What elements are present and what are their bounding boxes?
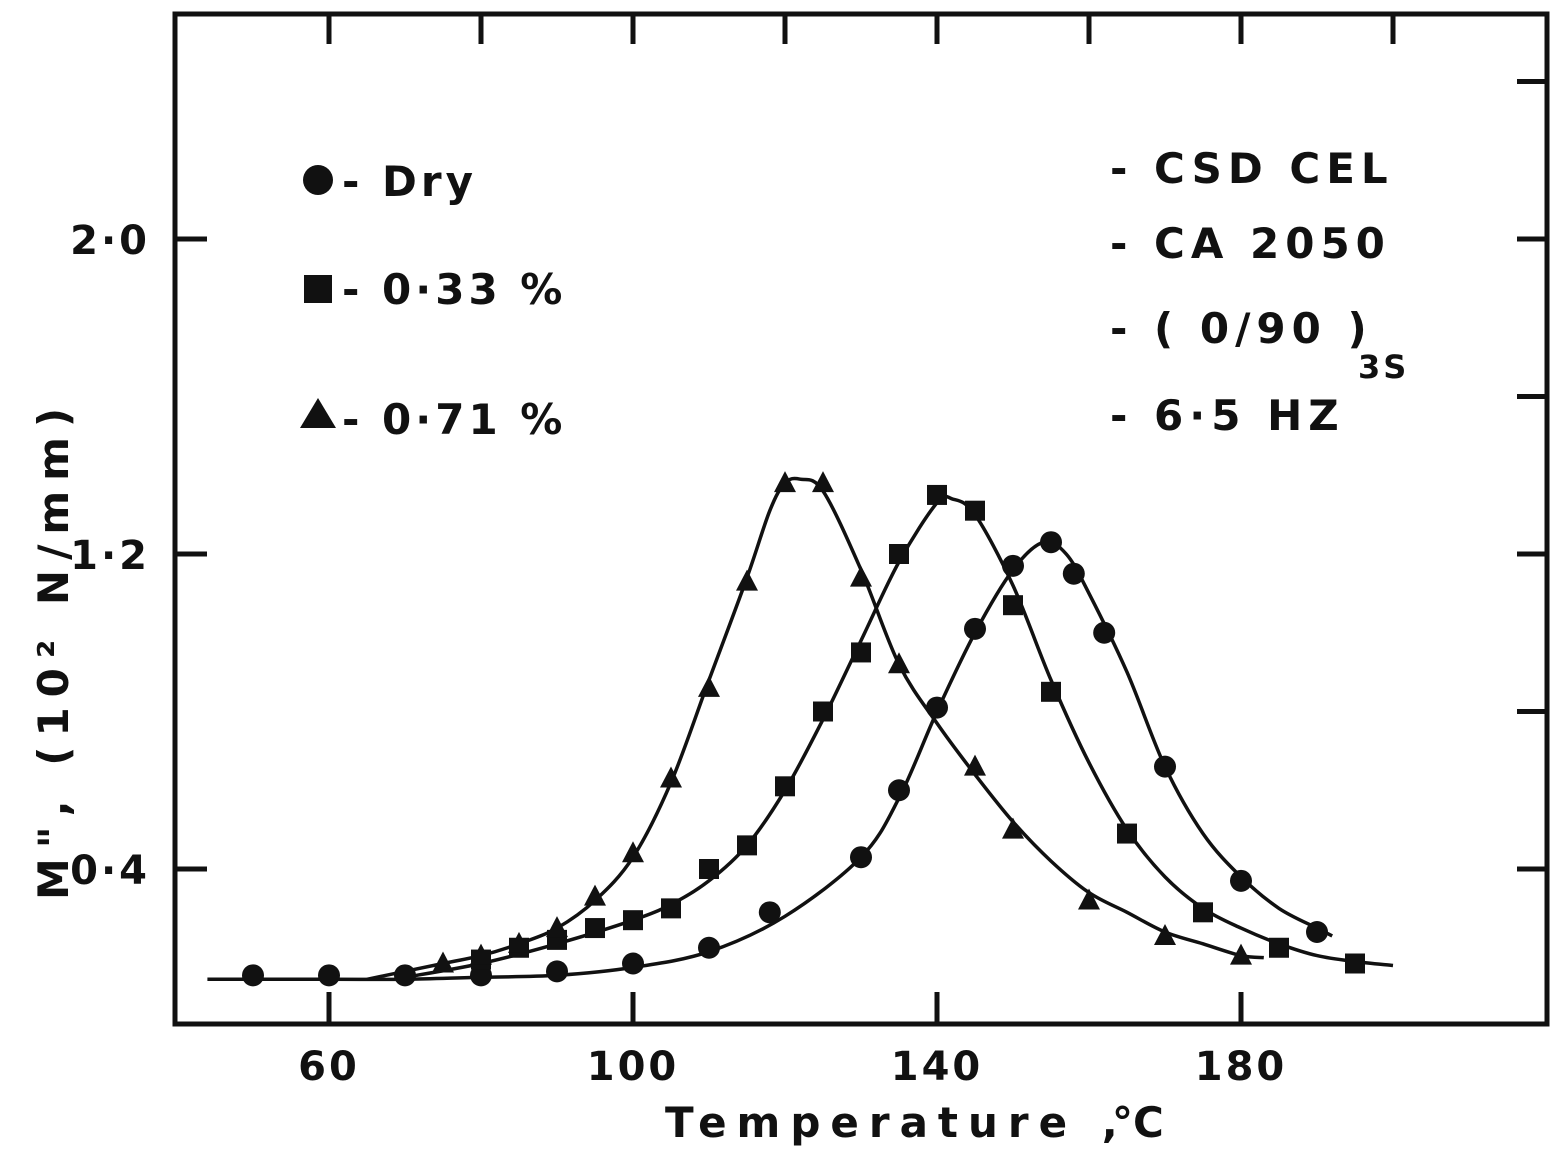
x-axis-title: Temperature , (665, 1098, 1128, 1147)
data-point-0-33- (1003, 595, 1023, 616)
plot-frame (172, 11, 1550, 1027)
data-point-dry (622, 952, 644, 975)
legend-circle-marker (303, 165, 333, 195)
data-point-0-71- (470, 943, 492, 965)
y-tick-label: 2·0 (70, 218, 150, 264)
data-point-0-71- (888, 652, 910, 674)
data-point-dry (1093, 621, 1116, 644)
specimen-notes: - CSD CEL - CA 2050 - ( 0/90 ) 3S - 6·5 … (1110, 144, 1409, 440)
x-tick-label: 100 (587, 1044, 680, 1090)
data-point-0-71- (850, 565, 872, 587)
data-point-0-33- (1117, 823, 1137, 844)
y-tick-label: 0·4 (70, 848, 150, 894)
data-point-dry (698, 936, 720, 959)
data-point-0-33- (1193, 902, 1213, 923)
data-point-0-33- (889, 544, 909, 564)
data-point-dry (1040, 531, 1062, 554)
series-curves (207, 476, 1394, 982)
x-tick-label: 140 (891, 1044, 984, 1090)
note-layup-subscript: 3S (1358, 348, 1409, 386)
legend-triangle-marker (300, 398, 336, 428)
data-point-dry (318, 964, 340, 987)
data-point-0-71- (1002, 817, 1024, 839)
data-point-0-33- (775, 776, 795, 797)
x-tick-label: 180 (1195, 1044, 1288, 1090)
data-point-dry (1306, 921, 1328, 943)
data-point-dry (850, 846, 872, 869)
legend-label-dry: - Dry (342, 157, 477, 206)
data-point-0-33- (851, 642, 871, 663)
note-resin: - CA 2050 (1110, 219, 1391, 268)
legend-label-071: - 0·71 % (342, 395, 566, 444)
data-point-0-33- (623, 910, 643, 931)
data-point-0-71- (432, 951, 454, 973)
legend: - Dry - 0·33 % - 0·71 % (300, 157, 566, 444)
data-point-dry (1230, 869, 1252, 892)
data-markers (242, 471, 1365, 987)
note-layup: - ( 0/90 ) (1110, 304, 1373, 353)
x-tick-label: 60 (298, 1044, 360, 1090)
data-point-dry (758, 901, 781, 924)
data-point-0-71- (508, 931, 530, 953)
data-point-0-71- (1154, 923, 1176, 945)
data-point-0-33- (585, 918, 605, 939)
data-point-0-33- (1345, 953, 1365, 974)
data-point-0-33- (965, 500, 985, 521)
data-point-0-71- (1078, 888, 1100, 910)
y-tick-label: 1·2 (70, 533, 150, 579)
data-point-dry (242, 964, 264, 987)
data-point-0-71- (622, 841, 644, 863)
data-point-dry (1062, 562, 1085, 585)
data-point-0-33- (927, 484, 947, 505)
data-point-0-33- (661, 898, 681, 919)
data-point-0-71- (1230, 943, 1252, 965)
note-frequency: - 6·5 HZ (1110, 391, 1345, 440)
curve-0-71- (366, 476, 1264, 982)
data-point-0-71- (546, 916, 568, 938)
data-point-dry (546, 960, 568, 983)
data-point-dry (1154, 755, 1176, 778)
x-axis-unit: °C (1112, 1098, 1164, 1147)
data-point-dry (888, 779, 910, 802)
data-point-0-71- (812, 471, 834, 493)
axis-ticks (175, 14, 1547, 1024)
legend-square-marker (304, 275, 332, 303)
data-point-dry (394, 964, 416, 987)
data-point-dry (964, 617, 986, 640)
data-point-0-71- (698, 675, 720, 697)
data-point-0-33- (699, 859, 719, 879)
data-point-0-71- (774, 471, 796, 493)
curve-dry (207, 539, 1334, 982)
data-point-0-71- (584, 884, 606, 906)
data-point-0-33- (1041, 681, 1061, 702)
data-point-0-33- (813, 701, 833, 722)
data-point-0-33- (737, 835, 757, 856)
data-point-dry (1002, 554, 1024, 577)
data-point-0-33- (1269, 937, 1289, 958)
data-point-dry (470, 964, 492, 987)
curve-0-33- (404, 494, 1394, 980)
data-point-0-71- (964, 754, 986, 776)
note-material: - CSD CEL (1110, 144, 1394, 193)
y-axis-title: M", (10² N/mm) (29, 398, 78, 900)
data-point-0-71- (736, 569, 758, 591)
data-point-0-71- (660, 766, 682, 788)
legend-label-033: - 0·33 % (342, 265, 566, 314)
data-point-dry (926, 696, 948, 719)
tick-labels: 60 100 140 180 0·4 1·2 2·0 (70, 218, 1288, 1090)
